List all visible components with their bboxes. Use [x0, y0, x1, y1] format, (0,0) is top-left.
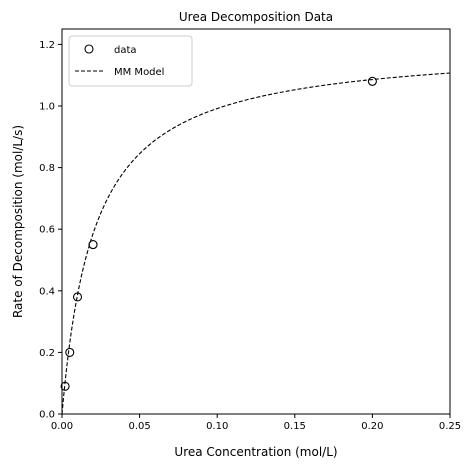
chart-title: Urea Decomposition Data	[179, 10, 333, 24]
legend-box	[69, 36, 192, 86]
x-tick-label: 0.20	[361, 421, 383, 432]
data-point	[368, 77, 376, 85]
y-tick-label: 0.6	[39, 225, 55, 236]
legend: data MM Model	[69, 36, 192, 86]
axes-frame	[62, 29, 450, 414]
x-tick-label: 0.00	[51, 421, 73, 432]
plot-area	[61, 29, 450, 414]
y-axis-ticks: 0.0 0.2 0.4 0.6 0.8 1.0 1.2	[39, 40, 62, 421]
x-tick-label: 0.10	[206, 421, 228, 432]
y-tick-label: 1.0	[39, 102, 55, 113]
y-tick-label: 0.2	[39, 348, 55, 359]
series-mm-model-line	[62, 73, 450, 414]
y-tick-label: 0.8	[39, 163, 55, 174]
y-tick-label: 0.4	[39, 286, 55, 297]
x-tick-label: 0.25	[439, 421, 461, 432]
x-tick-label: 0.15	[284, 421, 306, 432]
data-point	[89, 241, 97, 249]
legend-label: MM Model	[114, 67, 164, 78]
y-tick-label: 1.2	[39, 40, 55, 51]
y-tick-label: 0.0	[39, 410, 55, 421]
x-axis-ticks: 0.00 0.05 0.10 0.15 0.20 0.25	[51, 414, 461, 432]
data-point	[66, 348, 74, 356]
y-axis-title: Rate of Decomposition (mol/L/s)	[11, 125, 25, 318]
legend-label: data	[114, 45, 137, 56]
x-axis-title: Urea Concentration (mol/L)	[174, 445, 337, 459]
x-tick-label: 0.05	[128, 421, 150, 432]
